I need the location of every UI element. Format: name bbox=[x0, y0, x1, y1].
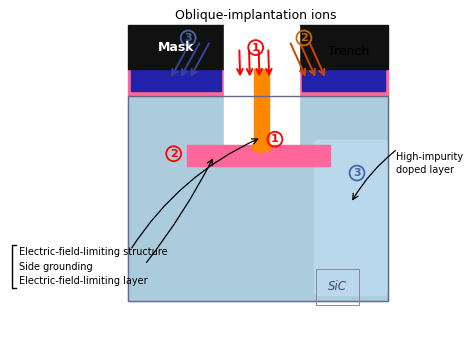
Bar bbox=[254, 69, 269, 149]
Bar bbox=[128, 25, 224, 69]
Bar bbox=[128, 69, 224, 96]
Bar bbox=[128, 96, 388, 301]
Text: 3: 3 bbox=[184, 33, 192, 43]
Text: Trench: Trench bbox=[328, 46, 369, 58]
Ellipse shape bbox=[252, 141, 271, 153]
Text: 2: 2 bbox=[300, 33, 308, 43]
Bar bbox=[299, 25, 388, 69]
Text: Oblique-implantation ions: Oblique-implantation ions bbox=[175, 9, 337, 22]
Bar bbox=[128, 96, 388, 301]
Text: 1: 1 bbox=[252, 42, 260, 53]
Text: 1: 1 bbox=[271, 134, 279, 144]
Text: 3: 3 bbox=[353, 168, 361, 178]
Text: High-impurity
doped layer: High-impurity doped layer bbox=[396, 152, 463, 175]
Text: Mask: Mask bbox=[158, 41, 194, 54]
Bar bbox=[224, 25, 299, 149]
Bar bbox=[131, 69, 221, 91]
Bar bbox=[299, 69, 388, 96]
Bar bbox=[302, 69, 385, 91]
Text: Electric-field-limiting layer: Electric-field-limiting layer bbox=[19, 276, 148, 286]
Bar bbox=[187, 145, 330, 166]
FancyBboxPatch shape bbox=[315, 140, 387, 295]
Text: Electric-field-limiting structure: Electric-field-limiting structure bbox=[19, 247, 168, 257]
Text: 2: 2 bbox=[170, 149, 178, 159]
Text: SiC: SiC bbox=[328, 280, 347, 293]
Text: Side grounding: Side grounding bbox=[19, 262, 93, 272]
